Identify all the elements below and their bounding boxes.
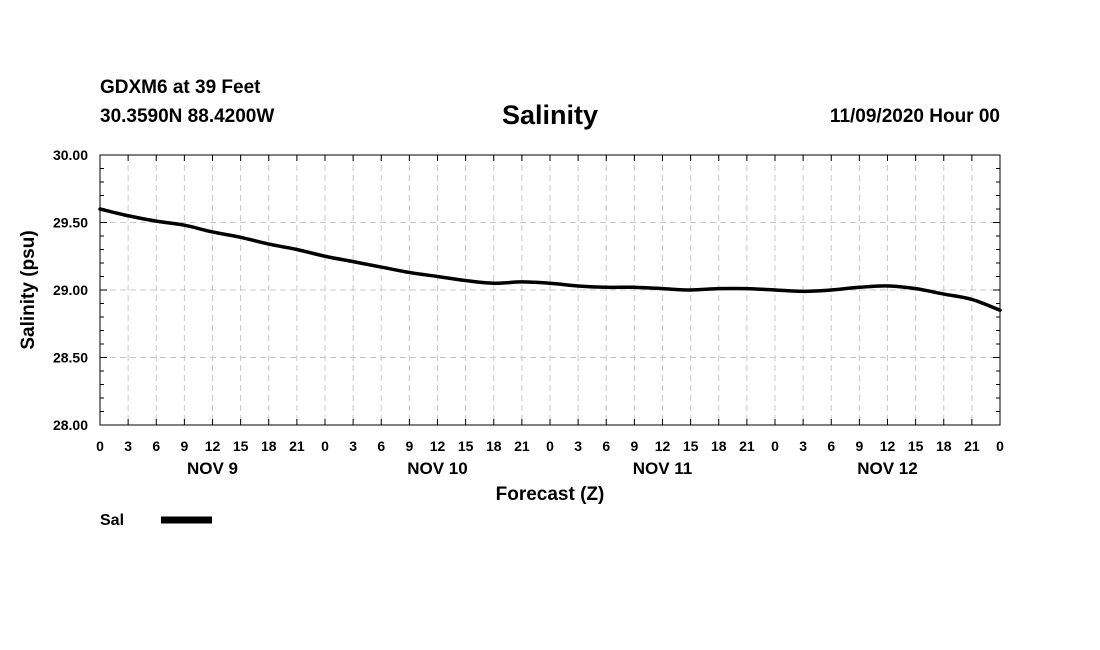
x-tick-label: 6 [377,438,385,454]
y-tick-label: 29.00 [53,282,88,298]
legend: Sal [100,512,212,529]
date-label: NOV 9 [187,459,238,478]
x-tick-label: 18 [711,438,727,454]
grid-lines [100,155,1000,425]
x-tick-label: 3 [799,438,807,454]
x-tick-label: 15 [458,438,474,454]
y-tick-label: 28.00 [53,417,88,433]
x-tick-label: 6 [827,438,835,454]
plot-frame [99,154,1001,426]
x-tick-label: 0 [321,438,329,454]
x-axis-title: Forecast (Z) [496,484,605,505]
x-tick-label: 21 [739,438,755,454]
date-label: NOV 12 [857,459,917,478]
station-label: GDXM6 at 39 Feet [100,77,261,98]
date-label: NOV 10 [407,459,467,478]
x-tick-label: 21 [514,438,530,454]
series-line-sal [98,207,1002,312]
x-tick-label: 12 [205,438,221,454]
x-tick-label: 15 [683,438,699,454]
x-tick-label: 6 [602,438,610,454]
x-tick-label: 6 [152,438,160,454]
x-tick-label: 3 [574,438,582,454]
x-tick-label: 0 [96,438,104,454]
legend-label: Sal [100,512,124,529]
x-tick-label: 18 [936,438,952,454]
x-tick-label: 0 [546,438,554,454]
x-tick-label: 15 [233,438,249,454]
x-tick-label: 3 [349,438,357,454]
x-tick-label: 18 [261,438,277,454]
x-tick-label: 12 [880,438,896,454]
x-tick-label: 9 [405,438,413,454]
x-tick-label: 9 [855,438,863,454]
series-layer [98,207,1002,312]
forecast-run-label: 11/09/2020 Hour 00 [829,106,1000,127]
chart-title: Salinity [501,100,599,130]
y-tick-label: 29.50 [53,215,88,231]
x-tick-label: 18 [486,438,502,454]
x-tick-label: 12 [655,438,671,454]
x-tick-label: 9 [180,438,188,454]
x-tick-label: 3 [124,438,132,454]
x-tick-label: 0 [771,438,779,454]
x-tick-label: 12 [430,438,446,454]
date-label: NOV 11 [633,459,693,478]
coordinates-label: 30.3590N 88.4200W [100,106,275,127]
x-tick-label: 21 [289,438,305,454]
y-tick-label: 30.00 [53,147,88,163]
axis-labels: 28.00 28.50 29.00 29.50 30.00 0 3 6 9 12 15 18 21 0 3 6… [53,147,1004,478]
y-axis-title: Salinity (psu) [18,230,39,349]
x-tick-label: 15 [908,438,924,454]
x-tick-label: 21 [964,438,980,454]
x-tick-label: 0 [996,438,1004,454]
x-tick-label: 9 [630,438,638,454]
y-tick-label: 28.50 [53,350,88,366]
